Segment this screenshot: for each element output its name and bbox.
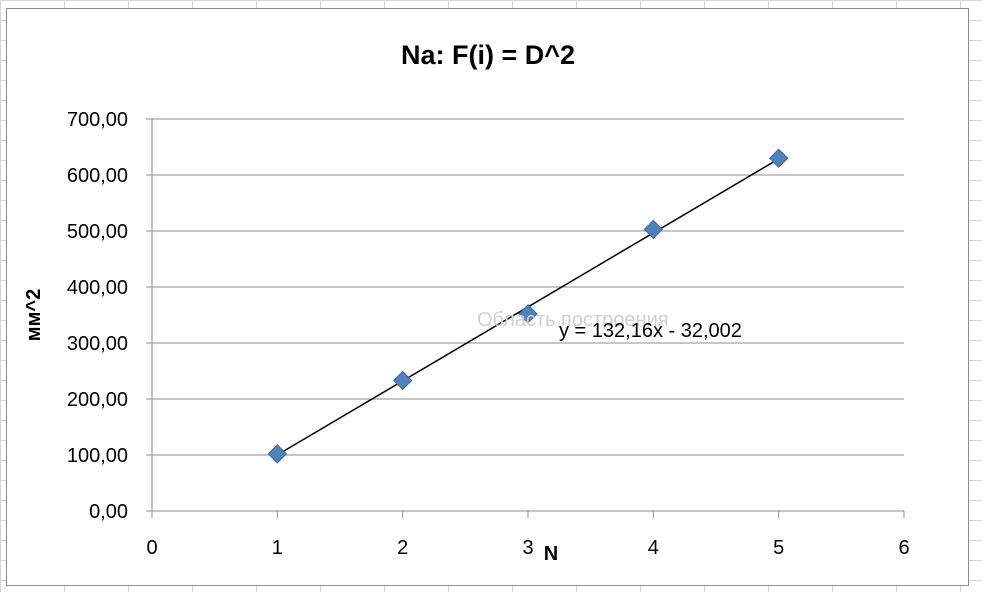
data-point[interactable] <box>392 370 413 391</box>
y-tick-label: 500,00 <box>67 221 128 243</box>
x-tick-label: 1 <box>272 537 283 559</box>
data-point[interactable] <box>643 219 664 240</box>
y-axis-title[interactable]: мм^2 <box>23 289 45 341</box>
data-point[interactable] <box>267 444 288 464</box>
data-point[interactable] <box>518 304 538 324</box>
labels: 0,00 100,00 200,00 300,00 400,00 500,00 600,00… <box>67 109 910 559</box>
chart-title[interactable]: Na: F(i) = D^2 <box>401 40 575 70</box>
trendline-equation[interactable]: y = 132,16x - 32,002 <box>559 320 742 342</box>
y-tick-label: 0,00 <box>89 501 128 523</box>
x-tick-label: 5 <box>773 537 784 559</box>
x-tick-label: 4 <box>648 537 659 559</box>
y-tick-label: 400,00 <box>67 277 128 299</box>
x-axis-title[interactable]: N <box>544 543 558 565</box>
y-tick-label: 600,00 <box>67 165 128 187</box>
x-tick-label: 3 <box>522 537 533 559</box>
axes <box>146 118 905 518</box>
x-tick-label: 2 <box>397 537 408 559</box>
y-tick-label: 700,00 <box>67 109 128 131</box>
x-tick-label: 0 <box>146 537 157 559</box>
x-tick-label: 6 <box>898 537 909 559</box>
y-tick-label: 200,00 <box>67 389 128 411</box>
plot-area-hint: Область построения <box>477 309 669 331</box>
data-points[interactable] <box>267 148 789 464</box>
gridlines <box>152 118 904 456</box>
data-point[interactable] <box>768 148 789 168</box>
y-tick-label: 300,00 <box>67 333 128 355</box>
y-tick-label: 100,00 <box>67 445 128 467</box>
chart-area[interactable] <box>6 8 969 586</box>
